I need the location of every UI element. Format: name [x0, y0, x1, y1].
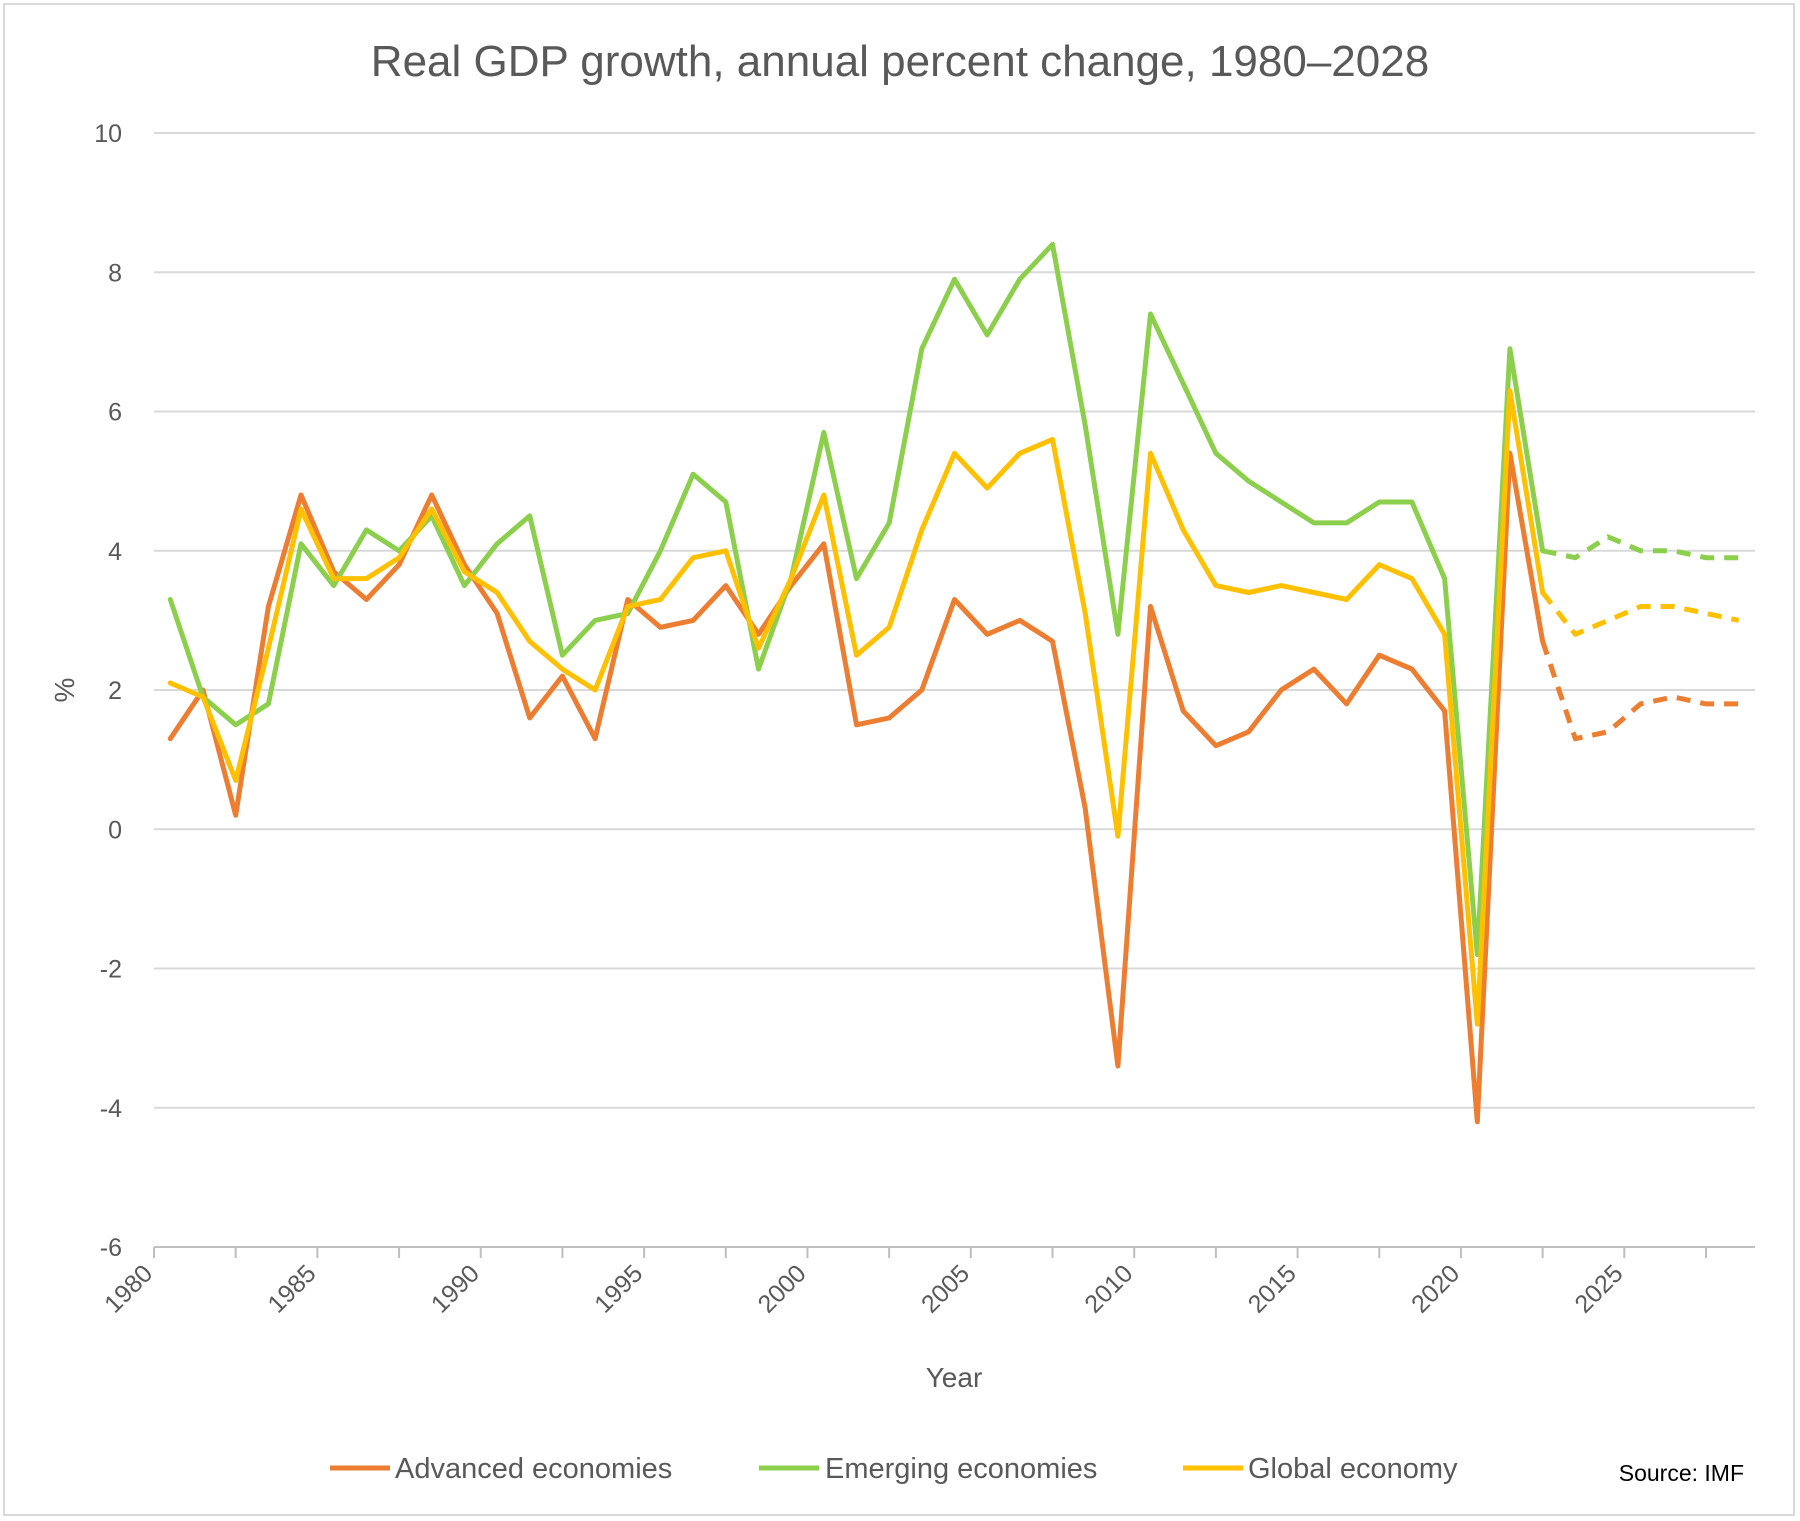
x-axis-label: Year: [926, 1362, 983, 1393]
x-tick-label: 1995: [589, 1259, 648, 1318]
legend: Advanced economies Emerging economies Glob…: [330, 1453, 1458, 1485]
y-tick-label: 6: [108, 399, 122, 427]
source-note: Source: IMF: [1619, 1460, 1744, 1486]
y-tick-label: -4: [100, 1095, 122, 1123]
y-axis: 10 8 6 4 2 0 -2 -4 -6: [94, 120, 122, 1262]
x-tick-label: 2025: [1569, 1259, 1628, 1318]
x-tick-label: 1985: [262, 1259, 321, 1318]
series-forecast-emerging-economies: [1542, 534, 1739, 561]
chart-title: Real GDP growth, annual percent change, …: [371, 37, 1429, 86]
legend-label-emerging-economies: Emerging economies: [825, 1453, 1097, 1485]
series-line-global-economy: [167, 388, 1546, 1027]
x-tick-label: 1980: [99, 1259, 158, 1318]
y-axis-label: %: [49, 678, 80, 703]
gridlines: [154, 132, 1755, 1248]
series-forecast-advanced-economies: [1540, 640, 1739, 742]
y-tick-label: -2: [100, 956, 122, 984]
legend-label-advanced-economies: Advanced economies: [395, 1453, 672, 1485]
series-forecast-global-economy: [1540, 590, 1740, 637]
x-tick-label: 1990: [426, 1259, 485, 1318]
x-tick-label: 2010: [1079, 1259, 1138, 1318]
y-tick-label: 4: [108, 538, 122, 566]
x-tick-label: 2020: [1406, 1259, 1465, 1318]
series-line-emerging-economies: [167, 241, 1546, 958]
x-tick-label: 2015: [1243, 1259, 1302, 1318]
series-line-advanced-economies: [167, 450, 1546, 1125]
x-tick-label: 2000: [753, 1259, 812, 1318]
y-tick-label: 2: [108, 677, 122, 705]
x-tick-label: 2005: [916, 1259, 975, 1318]
y-tick-label: 10: [94, 120, 122, 148]
legend-label-global-economy: Global economy: [1248, 1453, 1458, 1485]
y-tick-label: -6: [100, 1234, 122, 1262]
series-lines: [167, 241, 1740, 1125]
y-tick-label: 8: [108, 259, 122, 287]
y-tick-label: 0: [108, 816, 122, 844]
x-axis: 1980 1985 1990 1995 2000 2005 2010 2015 2020 2025: [99, 1246, 1755, 1319]
